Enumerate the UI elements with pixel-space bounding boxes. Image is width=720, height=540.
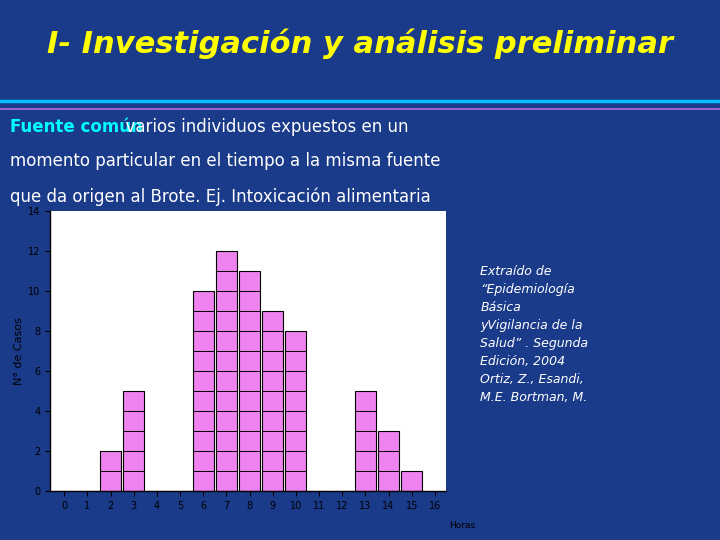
Bar	[123, 391, 144, 491]
Bar	[378, 431, 399, 491]
Text: Horas: Horas	[449, 522, 475, 530]
Bar	[355, 391, 376, 491]
Text: I- Investigación y análisis preliminar: I- Investigación y análisis preliminar	[47, 29, 673, 59]
Text: varios individuos expuestos en un: varios individuos expuestos en un	[115, 118, 408, 136]
Text: que da origen al Brote. Ej. Intoxicación alimentaria: que da origen al Brote. Ej. Intoxicación…	[10, 188, 431, 206]
Bar	[216, 251, 237, 491]
Text: Fuente común: Fuente común	[10, 118, 143, 136]
Bar	[239, 271, 260, 491]
Bar	[401, 471, 422, 491]
Bar	[193, 291, 214, 491]
Text: momento particular en el tiempo a la misma fuente: momento particular en el tiempo a la mis…	[10, 152, 441, 170]
Bar	[100, 451, 121, 491]
Bar	[285, 331, 306, 491]
Bar	[262, 311, 283, 491]
Y-axis label: N° de Casos: N° de Casos	[14, 317, 24, 385]
Text: Extraído de
“Epidemiología
Básica
yVigilancia de la
Salud” . Segunda
Edición, 20: Extraído de “Epidemiología Básica yVigil…	[480, 265, 588, 404]
